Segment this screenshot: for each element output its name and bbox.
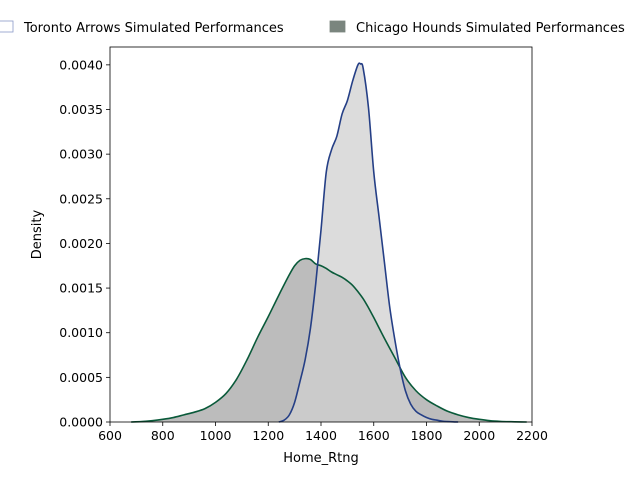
y-tick-label: 0.0015 (59, 281, 103, 296)
density-fills (131, 63, 527, 422)
y-tick-label: 0.0030 (59, 147, 103, 162)
y-tick-label: 0.0025 (59, 191, 103, 206)
x-axis: 600 800 1000 1200 1400 1600 1800 2000 2200 (98, 422, 548, 443)
legend: Toronto Arrows Simulated Performances Chi… (0, 20, 625, 36)
y-tick-label: 0.0000 (59, 415, 103, 430)
density-line-chicago (131, 257, 527, 423)
x-axis-label: Home_Rtng (283, 451, 359, 466)
legend-label-toronto: Toronto Arrows Simulated Performances (23, 21, 284, 36)
density-lines (131, 62, 527, 423)
y-tick-label: 0.0010 (59, 325, 103, 340)
density-line-toronto (278, 62, 459, 423)
y-axis-label: Density (30, 209, 45, 259)
y-tick-label: 0.0005 (59, 370, 103, 385)
x-tick-label: 600 (98, 428, 122, 443)
x-tick-label: 2000 (463, 428, 495, 443)
x-tick-label: 1800 (411, 428, 443, 443)
x-tick-label: 800 (151, 428, 175, 443)
x-tick-label: 1400 (305, 428, 337, 443)
y-tick-label: 0.0040 (59, 57, 103, 72)
x-tick-label: 1200 (252, 428, 284, 443)
y-tick-label: 0.0035 (59, 102, 103, 117)
x-tick-label: 1600 (358, 428, 390, 443)
y-axis: 0.0000 0.0005 0.0010 0.0015 0.0020 0.0025 0.00… (59, 57, 110, 430)
density-fill-toronto (278, 63, 459, 422)
legend-patch-toronto (0, 20, 14, 33)
legend-patch-chicago (329, 20, 346, 33)
x-tick-label: 1000 (200, 428, 232, 443)
y-tick-label: 0.0020 (59, 236, 103, 251)
x-tick-label: 2200 (516, 428, 548, 443)
legend-label-chicago: Chicago Hounds Simulated Performances (356, 21, 625, 36)
